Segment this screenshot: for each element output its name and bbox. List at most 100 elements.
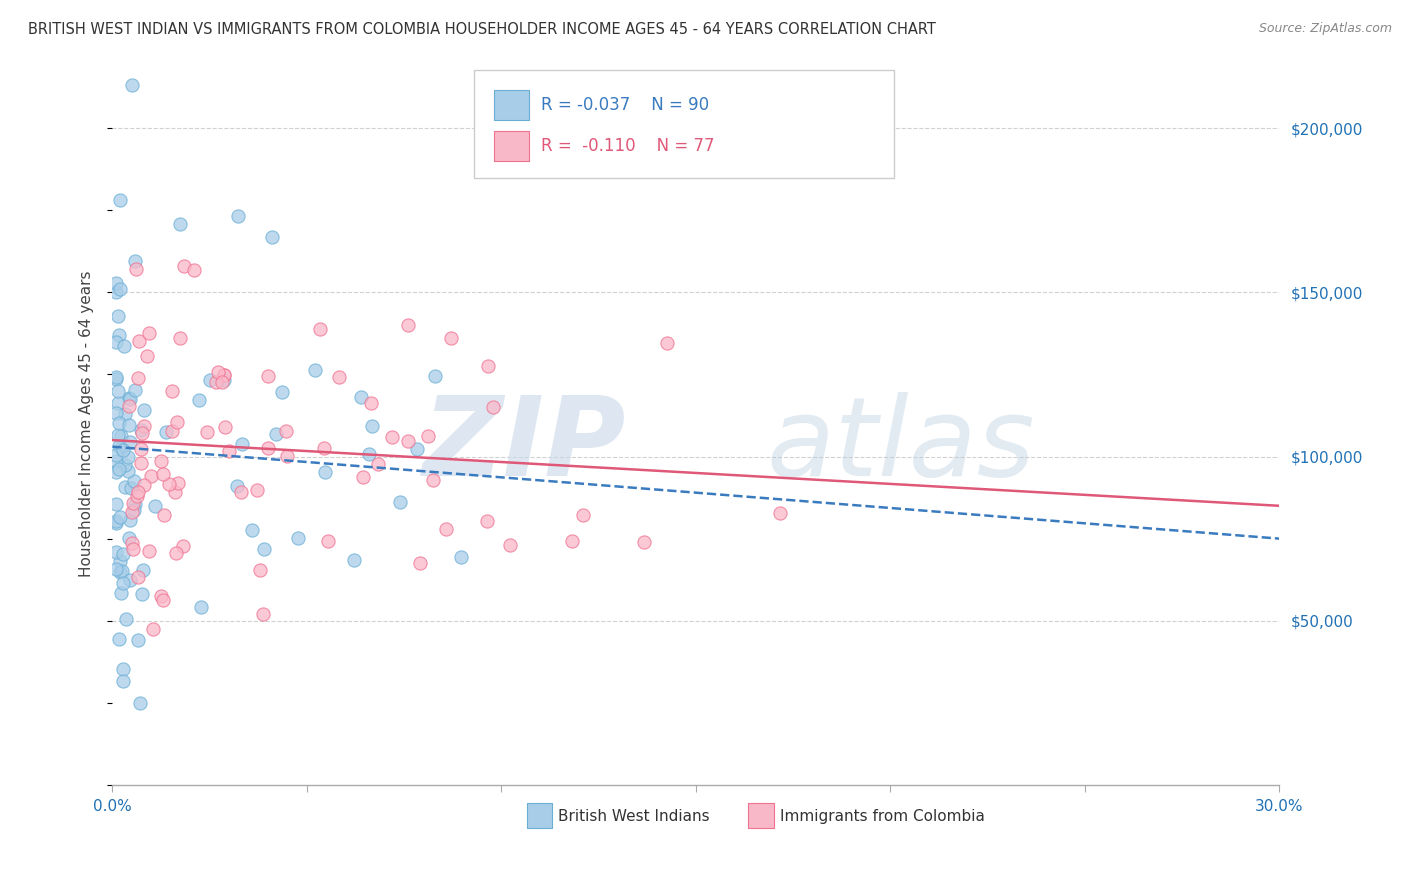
Bar	[527, 803, 553, 829]
Point	[105, 372, 128, 386]
Point	[129, 424, 152, 438]
Point	[121, 536, 143, 550]
Point	[160, 384, 183, 399]
Point	[359, 447, 381, 461]
Point	[129, 456, 152, 470]
Point	[416, 429, 439, 443]
Point	[190, 600, 212, 615]
Point	[187, 392, 209, 407]
Point	[205, 375, 228, 389]
Point	[231, 436, 253, 450]
Point	[212, 372, 235, 386]
Point	[304, 362, 326, 376]
Point	[165, 485, 187, 500]
Point	[195, 425, 218, 440]
Point	[107, 384, 129, 398]
Point	[111, 443, 134, 458]
Point	[124, 262, 146, 277]
Point	[482, 401, 505, 415]
Point	[212, 368, 235, 382]
Point	[105, 545, 128, 559]
Point	[477, 359, 499, 373]
Point	[129, 442, 152, 456]
Point	[352, 469, 374, 483]
Point	[226, 479, 249, 493]
Point	[314, 465, 336, 479]
Point	[572, 508, 595, 522]
Point	[157, 477, 180, 491]
Point	[173, 260, 195, 274]
Point	[111, 564, 134, 578]
Point	[143, 499, 166, 513]
Point	[117, 450, 139, 464]
Point	[360, 396, 382, 410]
Point	[120, 481, 142, 495]
Point	[276, 449, 298, 463]
Bar	[494, 90, 529, 120]
Point	[107, 328, 129, 343]
Point	[105, 514, 128, 528]
Point	[120, 513, 142, 527]
Point	[207, 365, 229, 379]
Point	[112, 673, 135, 688]
Point	[141, 622, 163, 636]
Text: BRITISH WEST INDIAN VS IMMIGRANTS FROM COLOMBIA HOUSEHOLDER INCOME AGES 45 - 64 : BRITISH WEST INDIAN VS IMMIGRANTS FROM C…	[28, 22, 936, 37]
Point	[316, 533, 339, 548]
Point	[108, 632, 131, 646]
Point	[257, 441, 280, 455]
Point	[308, 321, 330, 335]
Point	[110, 282, 132, 296]
Point	[350, 390, 373, 404]
Point	[423, 369, 446, 384]
Point	[367, 457, 389, 471]
Point	[149, 589, 172, 603]
Point	[287, 531, 309, 545]
Point	[249, 563, 271, 577]
Bar	[748, 803, 775, 829]
Point	[633, 535, 655, 549]
Point	[131, 425, 153, 440]
Point	[105, 497, 128, 511]
Point	[149, 454, 172, 468]
Point	[107, 462, 129, 476]
Point	[499, 538, 522, 552]
Point	[118, 391, 141, 405]
Point	[169, 331, 191, 345]
Text: atlas: atlas	[766, 392, 1035, 499]
Point	[122, 495, 145, 509]
Point	[211, 375, 233, 389]
Point	[108, 554, 131, 568]
Point	[120, 392, 142, 407]
Text: R = -0.037    N = 90: R = -0.037 N = 90	[541, 96, 709, 114]
Point	[138, 326, 160, 341]
Point	[231, 484, 253, 499]
Point	[131, 587, 153, 601]
Point	[124, 254, 146, 268]
Point	[655, 335, 678, 350]
Point	[381, 429, 404, 443]
Point	[246, 483, 269, 497]
Point	[138, 544, 160, 558]
Point	[328, 369, 350, 384]
Point	[152, 467, 174, 481]
Point	[127, 570, 149, 584]
Point	[406, 442, 429, 457]
Point	[121, 505, 143, 519]
Point	[127, 371, 149, 385]
Point	[434, 522, 457, 536]
Point	[121, 78, 143, 93]
Point	[127, 485, 149, 500]
Point	[198, 373, 221, 387]
Point	[169, 217, 191, 231]
Point	[257, 368, 280, 383]
Point	[165, 546, 187, 560]
Point	[118, 434, 141, 449]
Point	[105, 562, 128, 576]
Point	[560, 534, 582, 549]
Point	[118, 400, 141, 414]
Point	[252, 607, 274, 621]
Point	[139, 469, 162, 483]
Point	[110, 194, 132, 208]
Point	[128, 334, 150, 348]
Point	[107, 428, 129, 442]
